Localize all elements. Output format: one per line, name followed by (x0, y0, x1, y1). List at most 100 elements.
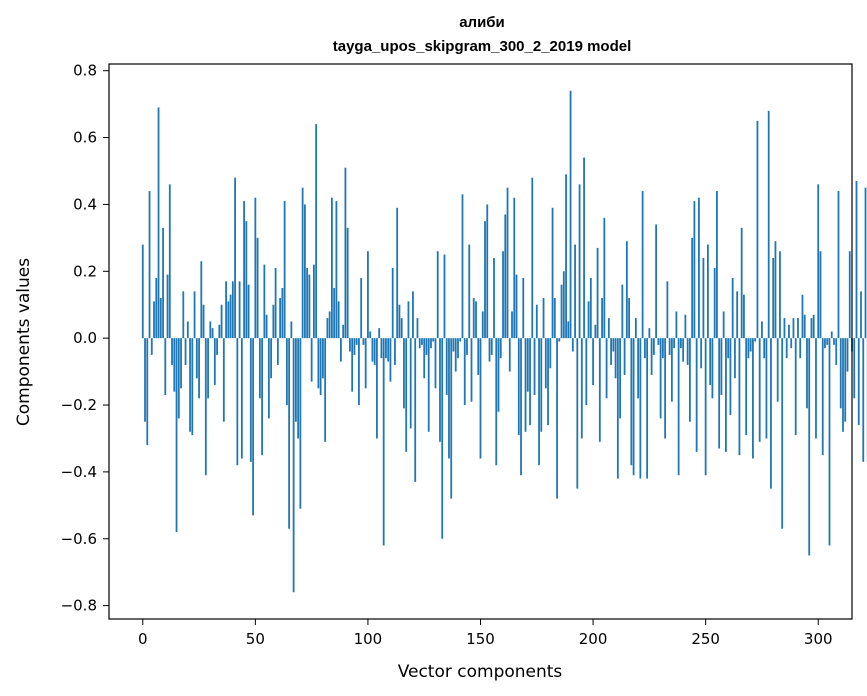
bar (767, 110, 770, 339)
bar (499, 338, 502, 359)
bar (743, 294, 745, 339)
x-axis-ticks: 0 50 100 150 200 250 300 (138, 619, 833, 648)
bar (666, 281, 669, 339)
bar (441, 338, 444, 539)
bar (673, 338, 676, 349)
bar (324, 338, 327, 442)
bar (824, 338, 826, 349)
bar (252, 338, 254, 516)
bar (589, 277, 592, 339)
bar (335, 201, 338, 339)
bar (414, 338, 417, 482)
bar (628, 298, 630, 339)
bar (186, 321, 189, 339)
chart-subtitle: tayga_upos_skipgram_300_2_2019 model (333, 38, 632, 55)
bar (538, 338, 540, 466)
bar (389, 338, 392, 382)
bar (180, 338, 182, 389)
bar (193, 291, 196, 339)
bar (265, 314, 268, 339)
bar (675, 311, 678, 339)
bar (754, 338, 757, 342)
bar (749, 338, 752, 352)
bar (648, 328, 651, 339)
bar (301, 187, 304, 339)
bar (189, 338, 191, 432)
bar (549, 338, 552, 369)
bar (270, 338, 273, 379)
bar (833, 338, 835, 345)
bar (148, 191, 151, 339)
bar (623, 338, 626, 375)
bar (353, 338, 356, 355)
bar (434, 338, 437, 389)
bar (202, 304, 205, 339)
bar (285, 338, 288, 406)
bar (713, 267, 716, 339)
bar (574, 244, 576, 339)
bar (610, 338, 612, 365)
bar (261, 338, 263, 456)
bar (355, 338, 358, 345)
bar (704, 338, 707, 476)
bar (495, 338, 498, 466)
bar (231, 281, 234, 339)
bar (515, 274, 518, 339)
y-tick-label: −0.6 (61, 530, 97, 548)
bar (643, 338, 646, 359)
bar (315, 124, 318, 339)
bar (862, 338, 865, 462)
y-tick-label: −0.8 (61, 597, 97, 615)
bar (290, 321, 293, 339)
bar (416, 318, 419, 339)
bar (806, 338, 808, 409)
bar (182, 291, 185, 339)
bar (486, 204, 489, 339)
bar (709, 338, 712, 385)
bar (274, 267, 277, 339)
bar (637, 338, 640, 399)
bar (702, 257, 705, 339)
bar (150, 338, 153, 355)
bar (306, 267, 309, 339)
bar (540, 338, 543, 432)
bar (639, 338, 642, 479)
bar (526, 338, 529, 392)
bar (195, 338, 198, 379)
bar (468, 244, 471, 339)
bar (504, 214, 507, 339)
bar (391, 267, 394, 339)
bar (362, 338, 365, 345)
y-tick-label: −0.2 (61, 396, 97, 414)
bar (614, 338, 617, 379)
bar (844, 338, 847, 422)
bar (677, 338, 680, 476)
bar (454, 338, 457, 372)
bar (725, 338, 727, 452)
bar (776, 338, 779, 402)
bar (583, 157, 585, 339)
bar (463, 338, 466, 406)
bar (387, 338, 390, 362)
bar (299, 338, 302, 509)
bar (146, 338, 149, 446)
bar (553, 298, 556, 339)
bar (783, 318, 786, 339)
bar (756, 120, 759, 339)
bar (517, 338, 520, 436)
bar (810, 318, 813, 339)
bar (819, 251, 822, 339)
bar (634, 318, 637, 339)
bar (587, 301, 590, 339)
bar (594, 324, 597, 339)
bar (382, 338, 385, 546)
bar (213, 338, 216, 385)
bar (191, 338, 194, 436)
bar (585, 338, 588, 406)
bar (470, 338, 473, 402)
y-tick-label: 0.6 (73, 129, 97, 147)
bar (493, 257, 495, 339)
bar (405, 338, 408, 452)
